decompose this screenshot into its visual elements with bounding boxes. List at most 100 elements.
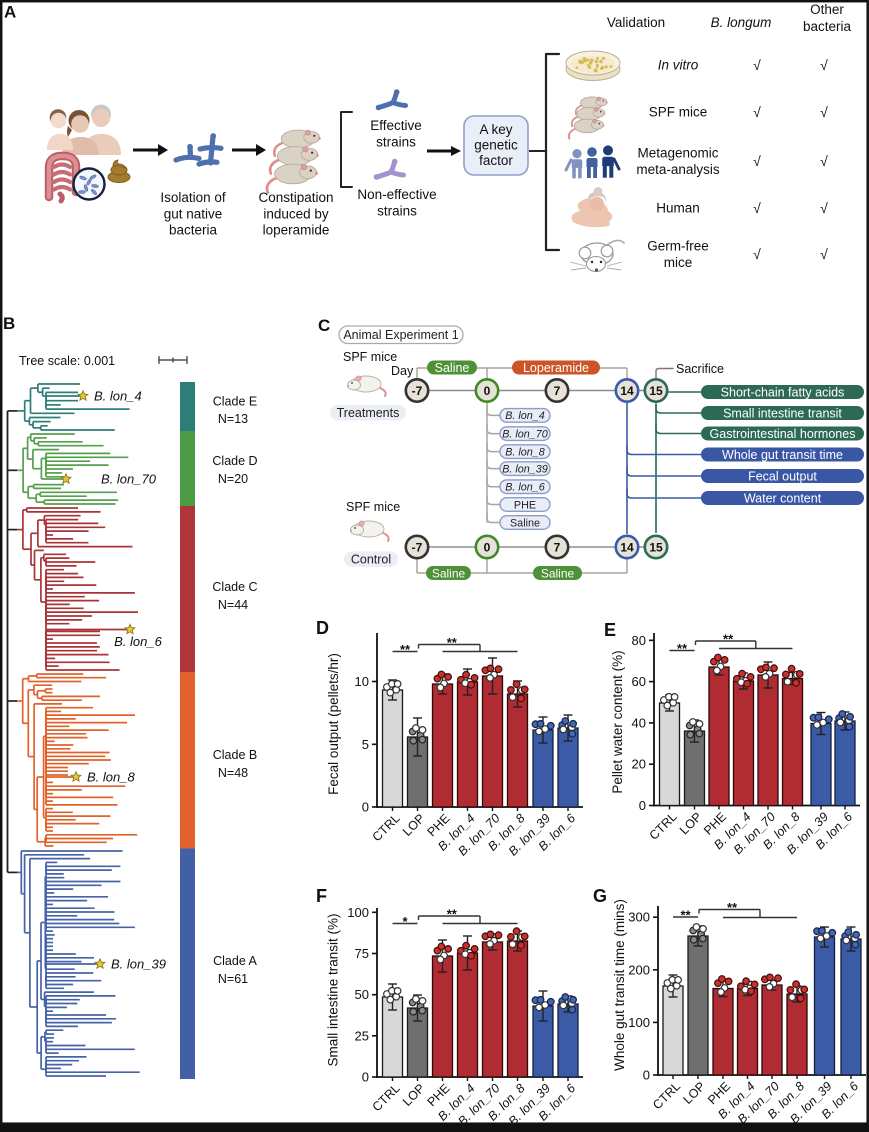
svg-text:B. lon_8: B. lon_8 <box>87 770 135 785</box>
svg-text:60: 60 <box>632 674 646 689</box>
svg-text:50: 50 <box>355 987 369 1002</box>
svg-text:Pellet water content (%): Pellet water content (%) <box>610 650 625 793</box>
svg-text:B. lon_70: B. lon_70 <box>101 472 157 487</box>
svg-text:Fecal output: Fecal output <box>748 469 817 483</box>
svg-text:Clade D: Clade D <box>212 454 257 468</box>
svg-text:SPF mice: SPF mice <box>649 105 708 120</box>
svg-text:0: 0 <box>362 1070 369 1085</box>
svg-text:14: 14 <box>620 384 634 398</box>
svg-text:0: 0 <box>484 384 491 398</box>
svg-text:Loperamide: Loperamide <box>523 361 589 375</box>
svg-text:bacteria: bacteria <box>803 19 852 34</box>
svg-text:√: √ <box>820 200 828 216</box>
svg-text:Saline: Saline <box>432 566 466 580</box>
svg-text:Small intestine transit (%): Small intestine transit (%) <box>326 913 341 1066</box>
svg-text:N=48: N=48 <box>218 766 248 780</box>
svg-text:√: √ <box>820 246 828 262</box>
svg-text:Metagenomic: Metagenomic <box>637 146 718 161</box>
svg-text:80: 80 <box>632 633 646 648</box>
svg-text:N=44: N=44 <box>218 598 248 612</box>
svg-text:14: 14 <box>620 540 634 554</box>
svg-text:√: √ <box>753 246 761 262</box>
svg-text:**: ** <box>400 642 411 657</box>
svg-text:Other: Other <box>810 2 844 17</box>
svg-text:*: * <box>402 914 408 929</box>
svg-text:Treatments: Treatments <box>337 406 400 420</box>
svg-text:100: 100 <box>347 905 369 920</box>
svg-text:G: G <box>593 886 607 906</box>
svg-text:Validation: Validation <box>607 15 665 30</box>
svg-text:B. lon_39: B. lon_39 <box>111 957 166 972</box>
svg-text:B. lon_8: B. lon_8 <box>505 446 545 458</box>
svg-text:strains: strains <box>376 135 416 150</box>
svg-text:0: 0 <box>643 1068 650 1083</box>
svg-text:Whole gut transit time (mins): Whole gut transit time (mins) <box>612 899 627 1071</box>
svg-text:C: C <box>318 316 330 335</box>
svg-text:√: √ <box>820 57 828 73</box>
svg-text:In vitro: In vitro <box>658 58 699 73</box>
svg-text:Human: Human <box>656 201 700 216</box>
svg-text:E: E <box>604 620 616 640</box>
svg-text:F: F <box>316 886 327 906</box>
svg-text:Control: Control <box>351 553 391 567</box>
svg-text:7: 7 <box>554 384 561 398</box>
svg-text:Germ-free: Germ-free <box>647 239 709 254</box>
svg-text:N=61: N=61 <box>218 972 248 986</box>
svg-text:N=20: N=20 <box>218 472 248 486</box>
svg-text:B. lon_4: B. lon_4 <box>94 389 142 404</box>
svg-text:Tree scale: 0.001: Tree scale: 0.001 <box>19 354 115 368</box>
svg-text:PHE: PHE <box>514 499 536 511</box>
svg-text:Fecal output (pellets/hr): Fecal output (pellets/hr) <box>326 653 341 795</box>
svg-text:genetic: genetic <box>474 138 518 153</box>
svg-text:B: B <box>3 314 15 333</box>
svg-text:√: √ <box>753 104 761 120</box>
svg-text:0: 0 <box>639 798 646 813</box>
svg-text:meta-analysis: meta-analysis <box>636 162 720 177</box>
svg-text:√: √ <box>753 200 761 216</box>
svg-text:√: √ <box>753 57 761 73</box>
svg-text:10: 10 <box>355 674 369 689</box>
svg-text:Animal Experiment 1: Animal Experiment 1 <box>343 328 458 342</box>
svg-text:factor: factor <box>479 153 513 168</box>
svg-text:Small intestine transit: Small intestine transit <box>723 406 842 420</box>
svg-text:Isolation of: Isolation of <box>160 190 226 205</box>
svg-text:Sacrifice: Sacrifice <box>676 362 724 376</box>
svg-text:Saline: Saline <box>435 361 470 375</box>
svg-text:Effective: Effective <box>370 118 422 133</box>
svg-text:25: 25 <box>355 1028 369 1043</box>
svg-text:A: A <box>4 3 16 22</box>
svg-text:Clade B: Clade B <box>213 748 257 762</box>
svg-text:B. lon_6: B. lon_6 <box>114 634 162 649</box>
svg-text:Short-chain fatty acids: Short-chain fatty acids <box>721 385 845 399</box>
svg-text:A key: A key <box>479 122 512 137</box>
svg-text:Non-effective: Non-effective <box>357 187 436 202</box>
svg-text:Water content: Water content <box>744 491 822 505</box>
svg-text:gut native: gut native <box>164 206 223 221</box>
svg-text:0: 0 <box>362 800 369 815</box>
svg-text:N=13: N=13 <box>218 412 248 426</box>
svg-text:Clade C: Clade C <box>212 580 257 594</box>
svg-text:**: ** <box>677 641 688 656</box>
svg-text:Day: Day <box>391 364 414 378</box>
svg-text:15: 15 <box>649 384 663 398</box>
svg-text:mice: mice <box>664 255 693 270</box>
svg-text:SPF mice: SPF mice <box>346 500 400 514</box>
svg-text:B. lon_6: B. lon_6 <box>505 482 545 494</box>
svg-text:B. lon_39: B. lon_39 <box>502 463 548 475</box>
svg-text:SPF mice: SPF mice <box>343 350 397 364</box>
svg-text:7: 7 <box>554 540 561 554</box>
svg-text:√: √ <box>820 104 828 120</box>
svg-text:induced by: induced by <box>263 206 329 221</box>
svg-text:Saline: Saline <box>510 517 540 529</box>
svg-text:**: ** <box>727 900 738 915</box>
svg-text:5: 5 <box>362 737 369 752</box>
svg-text:-7: -7 <box>412 540 423 554</box>
svg-text:**: ** <box>680 908 691 923</box>
svg-text:strains: strains <box>377 204 417 219</box>
svg-text:**: ** <box>447 635 458 650</box>
svg-text:15: 15 <box>649 540 663 554</box>
svg-text:300: 300 <box>628 910 650 925</box>
svg-text:-7: -7 <box>412 384 423 398</box>
svg-text:D: D <box>316 618 329 638</box>
svg-text:Saline: Saline <box>541 566 575 580</box>
